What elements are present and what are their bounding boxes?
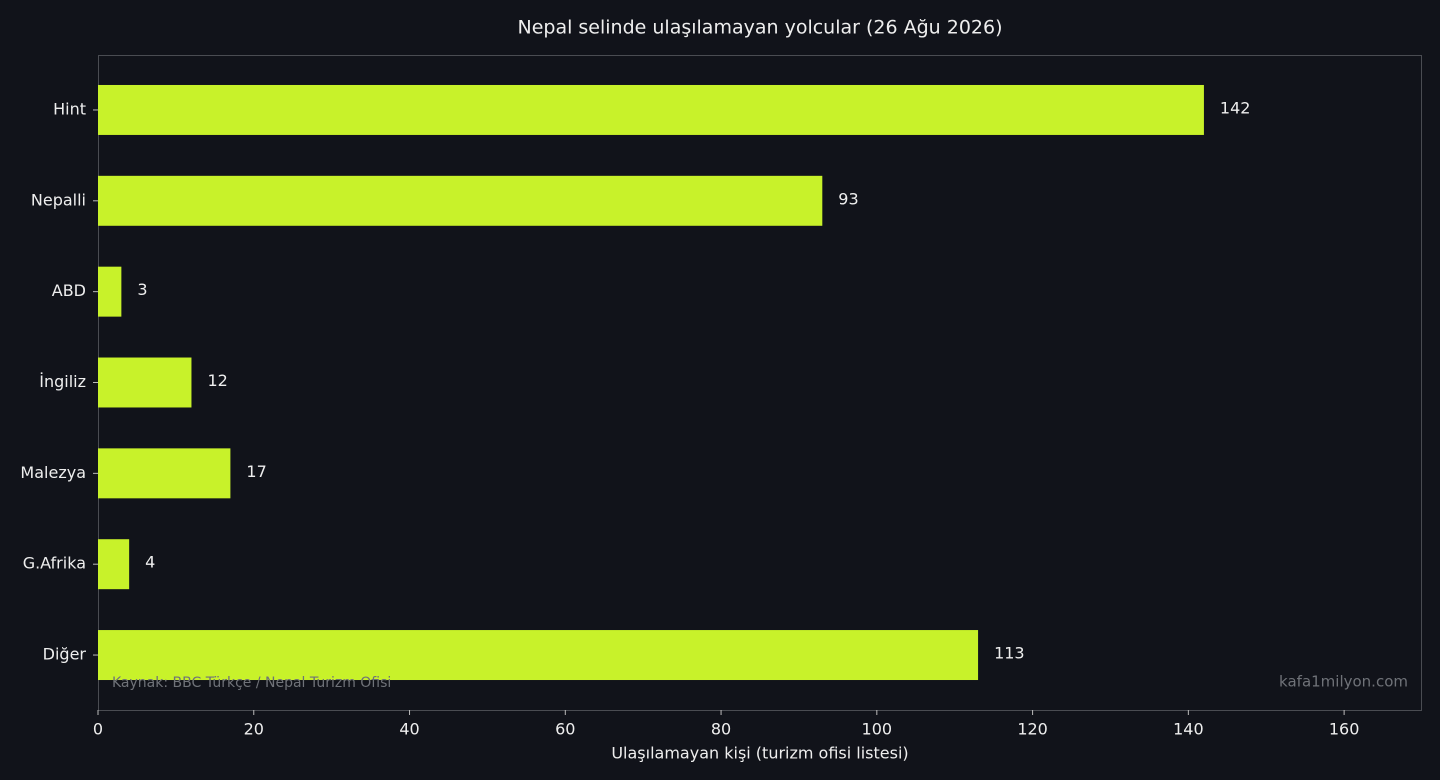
- x-tick-label: 80: [711, 720, 731, 739]
- y-tick-label: G.Afrika: [23, 554, 86, 573]
- bar: [98, 630, 979, 681]
- x-tick-label: 140: [1173, 720, 1204, 739]
- bar: [98, 175, 823, 226]
- source-note: Kaynak: BBC Türkçe / Nepal Turizm Ofisi: [112, 675, 391, 691]
- value-label: 113: [994, 644, 1025, 663]
- y-tick-label: Nepalli: [31, 190, 86, 209]
- bar: [98, 448, 231, 499]
- y-tick-label: Diğer: [43, 645, 87, 664]
- value-label: 17: [246, 462, 266, 481]
- x-tick-label: 0: [93, 720, 103, 739]
- value-label: 142: [1220, 98, 1251, 117]
- y-tick-label: İngiliz: [39, 372, 86, 391]
- x-tick-label: 20: [244, 720, 264, 739]
- x-tick-label: 100: [862, 720, 893, 739]
- value-label: 3: [137, 280, 147, 299]
- y-tick-label: Malezya: [20, 463, 86, 482]
- bar: [98, 84, 1204, 135]
- x-tick-label: 60: [555, 720, 575, 739]
- y-tick-label: ABD: [52, 281, 86, 300]
- x-tick-label: 120: [1017, 720, 1048, 739]
- x-axis-label: Ulaşılamayan kişi (turizm ofisi listesi): [611, 744, 908, 763]
- bar: [98, 357, 192, 408]
- x-tick-label: 160: [1329, 720, 1360, 739]
- value-label: 93: [838, 189, 858, 208]
- watermark: kafa1milyon.com: [1279, 673, 1408, 691]
- chart-title: Nepal selinde ulaşılamayan yolcular (26 …: [517, 17, 1002, 39]
- y-tick-label: Hint: [53, 99, 86, 118]
- bar: [98, 266, 122, 317]
- value-label: 12: [207, 371, 227, 390]
- value-label: 4: [145, 553, 155, 572]
- x-tick-label: 40: [399, 720, 419, 739]
- bar: [98, 539, 130, 590]
